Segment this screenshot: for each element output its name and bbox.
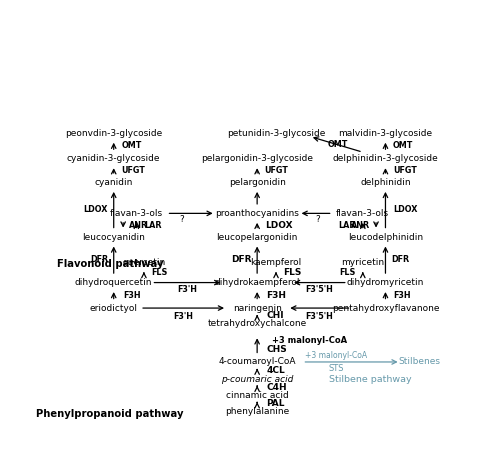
Text: LDOX: LDOX [393, 205, 417, 214]
Text: dihydrokaempferol: dihydrokaempferol [214, 278, 300, 287]
Text: flavan-3-ols: flavan-3-ols [336, 209, 390, 218]
Text: F3H: F3H [123, 291, 141, 300]
Text: UFGT: UFGT [393, 166, 417, 175]
Text: cinnamic acid: cinnamic acid [226, 391, 288, 400]
Text: DFR: DFR [391, 255, 409, 264]
Text: UFGT: UFGT [121, 166, 145, 175]
Text: LAR: LAR [144, 221, 161, 230]
Text: proanthocyanidins: proanthocyanidins [215, 209, 299, 218]
Text: delphinidin: delphinidin [360, 178, 411, 187]
Text: 4-coumaroyl-CoA: 4-coumaroyl-CoA [218, 358, 296, 367]
Text: quercetin: quercetin [122, 258, 166, 267]
Text: eriodictyol: eriodictyol [90, 304, 138, 313]
Text: F3'5'H: F3'5'H [305, 285, 333, 294]
Text: ANR: ANR [129, 221, 148, 230]
Text: CHS: CHS [266, 345, 287, 354]
Text: delphinidin-3-glycoside: delphinidin-3-glycoside [333, 154, 438, 163]
Text: Phenylpropanoid pathway: Phenylpropanoid pathway [36, 409, 184, 419]
Text: OMT: OMT [327, 140, 348, 149]
Text: leucopelargonidin: leucopelargonidin [216, 233, 298, 242]
Text: LAR: LAR [338, 221, 356, 230]
Text: +3 malonyl-CoA: +3 malonyl-CoA [272, 336, 347, 345]
Text: pentahydroxyflavanone: pentahydroxyflavanone [332, 304, 439, 313]
Text: cyanidin-3-glycoside: cyanidin-3-glycoside [67, 154, 160, 163]
Text: DFR: DFR [231, 255, 251, 264]
Text: F3H: F3H [393, 291, 411, 300]
Text: F3'H: F3'H [177, 285, 197, 294]
Text: DFR: DFR [90, 255, 108, 264]
Text: LDOX: LDOX [84, 205, 108, 214]
Text: UFGT: UFGT [265, 166, 289, 175]
Text: p-coumaric acid: p-coumaric acid [221, 375, 293, 384]
Text: dihydromyricetin: dihydromyricetin [347, 278, 424, 287]
Text: Stilbene pathway: Stilbene pathway [329, 375, 412, 384]
Text: Stilbenes: Stilbenes [398, 358, 440, 367]
Text: pelargonidin: pelargonidin [229, 178, 285, 187]
Text: 4CL: 4CL [266, 366, 285, 375]
Text: ANR: ANR [351, 221, 370, 230]
Text: F3'5'H: F3'5'H [305, 312, 333, 321]
Text: ?: ? [315, 215, 320, 224]
Text: F3'H: F3'H [173, 312, 193, 321]
Text: flavan-3-ols: flavan-3-ols [110, 209, 163, 218]
Text: petunidin-3-glycoside: petunidin-3-glycoside [227, 129, 325, 138]
Text: phenylalanine: phenylalanine [225, 407, 289, 416]
Text: peonvdin-3-glycoside: peonvdin-3-glycoside [65, 129, 162, 138]
Text: FLS: FLS [151, 268, 168, 277]
Text: OMT: OMT [393, 141, 413, 150]
Text: C4H: C4H [266, 383, 287, 392]
Text: OMT: OMT [121, 141, 142, 150]
Text: F3H: F3H [266, 291, 286, 300]
Text: naringenin: naringenin [233, 304, 281, 313]
Text: malvidin-3-glycoside: malvidin-3-glycoside [338, 129, 432, 138]
Text: myricetin: myricetin [341, 258, 384, 267]
Text: cyanidin: cyanidin [94, 178, 133, 187]
Text: FLS: FLS [283, 268, 302, 277]
Text: LDOX: LDOX [265, 221, 292, 230]
Text: pelargonidin-3-glycoside: pelargonidin-3-glycoside [201, 154, 313, 163]
Text: leucodelphinidin: leucodelphinidin [348, 233, 423, 242]
Text: ?: ? [179, 215, 184, 224]
Text: leucocyanidin: leucocyanidin [82, 233, 145, 242]
Text: Flavonoid pathway: Flavonoid pathway [56, 259, 163, 269]
Text: +3 malonyl-CoA: +3 malonyl-CoA [305, 351, 368, 360]
Text: CHI: CHI [266, 311, 284, 320]
Text: tetrahydroxychalcone: tetrahydroxychalcone [207, 319, 307, 328]
Text: FLS: FLS [339, 268, 356, 277]
Text: dihydroquercetin: dihydroquercetin [75, 278, 152, 287]
Text: PAL: PAL [266, 399, 285, 408]
Text: kaempferol: kaempferol [250, 258, 301, 267]
Text: STS: STS [329, 364, 344, 373]
